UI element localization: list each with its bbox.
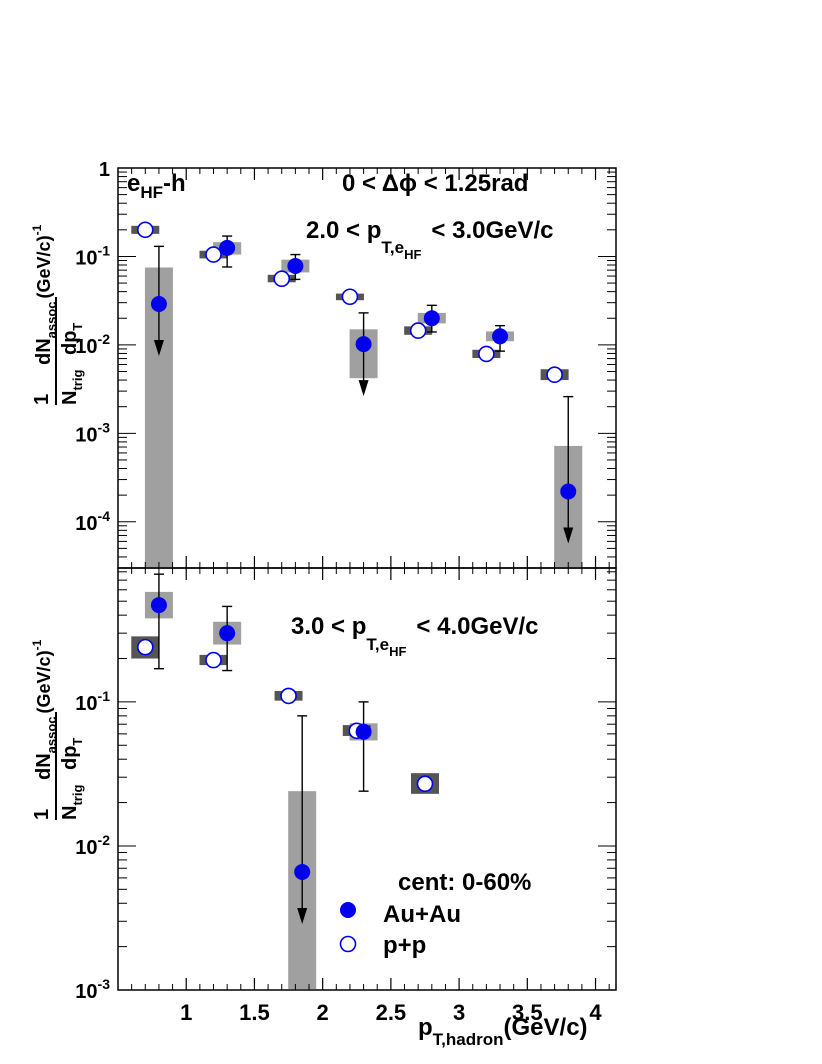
auau-point xyxy=(355,336,372,353)
svg-text:dpT: dpT xyxy=(59,738,85,770)
upper-limit-arrow xyxy=(297,907,308,924)
pp-point xyxy=(478,345,495,363)
x-tick-label: 2 xyxy=(317,1000,329,1025)
dphi-range-label: 0 < Δϕ < 1.25rad xyxy=(342,170,528,197)
top-ylabel: dNassoc(GeV/c)-1 1 Ntrig dpT xyxy=(30,224,85,405)
y-tick-label: 10-2 xyxy=(75,832,110,859)
y-tick-label: 10-1 xyxy=(75,688,110,715)
pp-point xyxy=(136,638,154,656)
y-tick-label: 10-1 xyxy=(75,242,110,269)
pp-point xyxy=(205,246,222,263)
svg-text:1: 1 xyxy=(31,809,53,820)
auau-point xyxy=(287,257,304,274)
auau-point xyxy=(560,483,577,500)
auau-point xyxy=(150,597,167,614)
bottom-panel-frame xyxy=(117,567,617,991)
x-axis-label: pT,hadron(GeV/c) xyxy=(418,1014,588,1049)
x-tick-label: 3 xyxy=(453,1000,465,1025)
pp-point xyxy=(546,366,563,384)
auau-point xyxy=(492,328,509,345)
legend-pp-label: p+p xyxy=(383,932,426,959)
upper-limit-arrow xyxy=(153,339,164,356)
legend-title: cent: 0-60% xyxy=(398,869,531,896)
auau-point xyxy=(294,863,311,880)
pp-point xyxy=(409,322,427,339)
x-tick-label: 1.5 xyxy=(239,1000,270,1025)
pp-point xyxy=(273,270,291,288)
bottom-ylabel: dNassoc(GeV/c)-1 1 Ntrig dpT xyxy=(30,639,85,820)
svg-text:1: 1 xyxy=(31,394,53,405)
axis-ticks: 1 10-1 10-2 10-3 10-4 1 1.5 2 2.5 3 3.5 4 10-1 10-2 10… xyxy=(75,159,616,1025)
top-pt-range-label: 2.0 < pT,eHF< 3.0GeV/c xyxy=(306,217,554,262)
auau-point xyxy=(423,310,440,327)
auau-point xyxy=(355,723,372,740)
legend: cent: 0-60% Au+Au p+p xyxy=(339,869,531,959)
y-tick-label: 10-3 xyxy=(75,976,110,1003)
legend-auau-label: Au+Au xyxy=(383,901,461,928)
auau-point xyxy=(219,239,236,256)
legend-auau-marker xyxy=(340,902,356,918)
pp-point xyxy=(136,221,154,239)
x-tick-label: 1 xyxy=(180,1000,192,1025)
pp-point xyxy=(416,775,434,793)
upper-limit-arrow xyxy=(358,380,369,397)
y-tick-label: 10-3 xyxy=(75,419,110,446)
pp-point xyxy=(280,687,297,705)
x-tick-label: 3.5 xyxy=(512,1000,543,1025)
svg-text:dNassoc(GeV/c)-1: dNassoc(GeV/c)-1 xyxy=(30,224,59,365)
pp-point xyxy=(205,651,222,669)
auau-point xyxy=(219,625,236,642)
pp-point xyxy=(341,288,359,306)
auau-point xyxy=(150,295,167,312)
svg-text:Ntrig: Ntrig xyxy=(59,785,85,820)
svg-text:Ntrig: Ntrig xyxy=(59,370,85,405)
svg-text:dpT: dpT xyxy=(59,323,85,355)
upper-limit-arrow xyxy=(563,527,574,544)
top-panel-label: eHF-h xyxy=(127,170,186,202)
x-tick-label: 2.5 xyxy=(376,1000,407,1025)
legend-pp-marker xyxy=(339,935,357,953)
bottom-panel-marks xyxy=(131,573,439,989)
top-panel-marks xyxy=(131,221,583,567)
svg-text:dNassoc(GeV/c)-1: dNassoc(GeV/c)-1 xyxy=(30,639,59,780)
bottom-pt-range-label: 3.0 < pT,eHF< 4.0GeV/c xyxy=(291,613,539,659)
y-tick-label: 1 xyxy=(99,159,110,181)
x-tick-label: 4 xyxy=(589,1000,602,1025)
y-tick-label: 10-4 xyxy=(75,508,110,535)
y-tick-label: 10-2 xyxy=(75,331,110,358)
